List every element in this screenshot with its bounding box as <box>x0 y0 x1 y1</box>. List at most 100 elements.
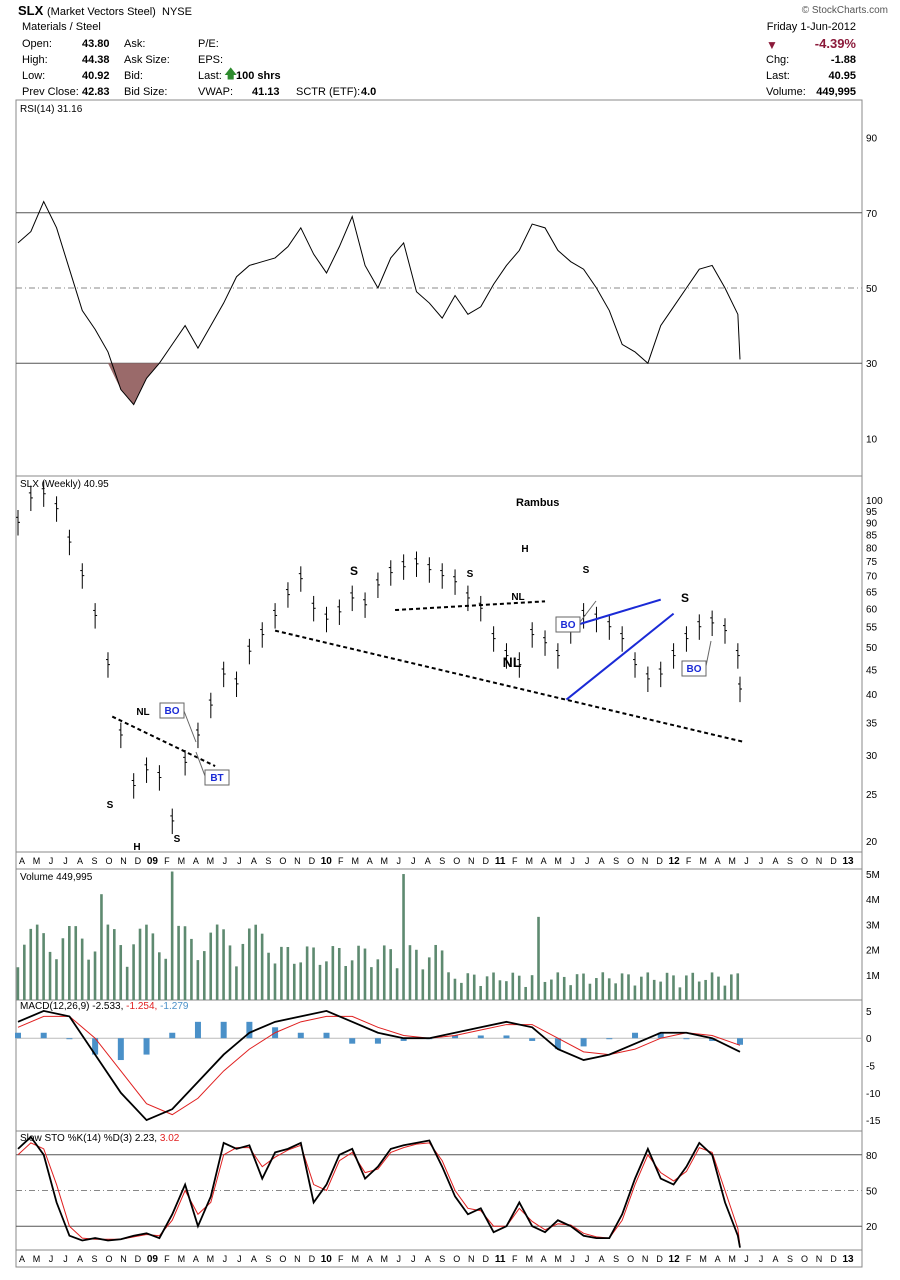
volume-bar <box>582 973 585 1000</box>
sctr-label: SCTR (ETF): <box>296 86 361 98</box>
symbol: SLX <box>18 3 44 18</box>
x-axis-label: 13 <box>842 1254 854 1265</box>
x-axis-label: O <box>279 1254 286 1264</box>
rsi-line <box>17 200 741 406</box>
volume-bar <box>23 944 26 1000</box>
macd-histogram-bar <box>737 1038 743 1045</box>
x-axis-label: M <box>554 856 562 866</box>
volume-bar <box>42 933 45 1000</box>
volume-bar <box>730 974 733 1000</box>
volume-bar <box>35 924 39 1000</box>
volume-bar <box>672 975 675 1000</box>
price-tick-label: 20 <box>866 837 878 848</box>
panel-frame-1 <box>15 475 863 853</box>
x-axis-label: F <box>338 1254 344 1264</box>
volume-bar <box>485 976 489 1000</box>
macd-histogram-bar <box>400 1038 407 1041</box>
x-axis-label: S <box>787 856 793 866</box>
top-right-shoulder-label: S <box>583 565 590 576</box>
volume-bar <box>382 945 386 1000</box>
rsi-panel-label: RSI(14) 31.16 <box>20 104 83 115</box>
volume-tick-label: 3M <box>866 920 880 931</box>
last-price-label: Last: <box>766 70 790 82</box>
volume-bar <box>145 924 148 1000</box>
x-axis-label: A <box>77 856 83 866</box>
volume-bar <box>665 972 669 1000</box>
x-axis-label: J <box>49 1254 54 1264</box>
macd-histogram-bar <box>683 1038 690 1040</box>
ask-label: Ask: <box>124 38 146 50</box>
x-axis-label: N <box>294 1254 301 1264</box>
x-axis-label: F <box>512 856 518 866</box>
rsi-tick-label: 90 <box>866 134 878 145</box>
price-tick-label: 50 <box>866 643 878 654</box>
x-axis-label: 09 <box>147 856 159 867</box>
ask-size-label: Ask Size: <box>124 54 170 66</box>
macd-histogram-bar <box>297 1032 304 1039</box>
price-tick-label: 100 <box>866 496 883 507</box>
quote-prevclose-value: 42.83 <box>82 86 110 98</box>
volume-bar <box>646 972 650 1000</box>
macd-histogram-bar <box>66 1038 73 1040</box>
volume-bar <box>106 924 110 1000</box>
volume-bar <box>543 981 547 1000</box>
x-axis-label: J <box>411 1254 416 1264</box>
quote-prevclose-label: Prev Close: <box>22 86 79 98</box>
volume-bar <box>415 949 418 1000</box>
x-axis-label: O <box>453 1254 460 1264</box>
up-arrow-icon: 🡅 <box>224 66 238 81</box>
x-axis-label: J <box>63 856 68 866</box>
x-axis-label: A <box>251 856 257 866</box>
x-axis-label: N <box>642 856 649 866</box>
volume-bar <box>190 938 193 1000</box>
macd-histogram-bar <box>143 1038 150 1055</box>
volume-bar <box>517 975 521 1000</box>
volume-bar <box>370 967 373 1000</box>
quote-open-label: Open: <box>22 38 52 50</box>
price-tick-label: 35 <box>866 719 878 730</box>
volume-bar <box>260 933 264 1000</box>
left-bo-pointer <box>183 710 197 743</box>
x-axis-label: N <box>120 1254 127 1264</box>
volume-bar <box>466 973 470 1000</box>
volume-bar <box>74 926 78 1000</box>
x-axis-label: S <box>91 1254 97 1264</box>
x-axis-label: 11 <box>495 856 506 867</box>
x-axis-label: F <box>686 856 692 866</box>
x-axis-label: J <box>744 856 749 866</box>
vwap-value: 41.13 <box>252 86 280 98</box>
volume-bar <box>125 966 129 1000</box>
volume-bar <box>530 975 534 1000</box>
volume-bar <box>710 972 714 1000</box>
x-axis-label: J <box>397 856 402 866</box>
macd-histogram-bar <box>709 1038 716 1041</box>
volume-bar <box>607 978 611 1000</box>
wedge-bo-pointer <box>705 640 712 667</box>
price-tick-label: 30 <box>866 751 878 762</box>
x-axis-label: N <box>468 856 475 866</box>
pct-change: -4.39% <box>814 36 856 51</box>
price-tick-label: 95 <box>866 507 878 518</box>
x-axis-label: J <box>223 856 228 866</box>
macd-tick-label: -10 <box>866 1089 881 1100</box>
x-axis-label: M <box>525 856 533 866</box>
volume-bar <box>222 929 225 1000</box>
volume-bar <box>505 981 508 1000</box>
left-bt-badge-box <box>204 769 230 786</box>
volume-bar <box>678 987 682 1000</box>
macd-histogram-bar <box>349 1038 356 1044</box>
quote-low-value: 40.92 <box>82 70 110 82</box>
volume-bar <box>286 947 290 1000</box>
x-axis-label: A <box>77 1254 83 1264</box>
wedge-bo-badge-box <box>681 660 707 677</box>
x-axis-label: A <box>193 1254 199 1264</box>
volume-bar <box>55 959 58 1000</box>
volume-bar <box>595 978 598 1000</box>
x-axis-label: A <box>367 856 373 866</box>
x-axis-label: D <box>309 1254 316 1264</box>
volume-bar <box>68 926 71 1000</box>
x-axis-label: J <box>570 1254 575 1264</box>
volume-bar <box>575 974 579 1000</box>
volume-bar <box>119 945 123 1000</box>
volume-bar <box>685 975 688 1000</box>
